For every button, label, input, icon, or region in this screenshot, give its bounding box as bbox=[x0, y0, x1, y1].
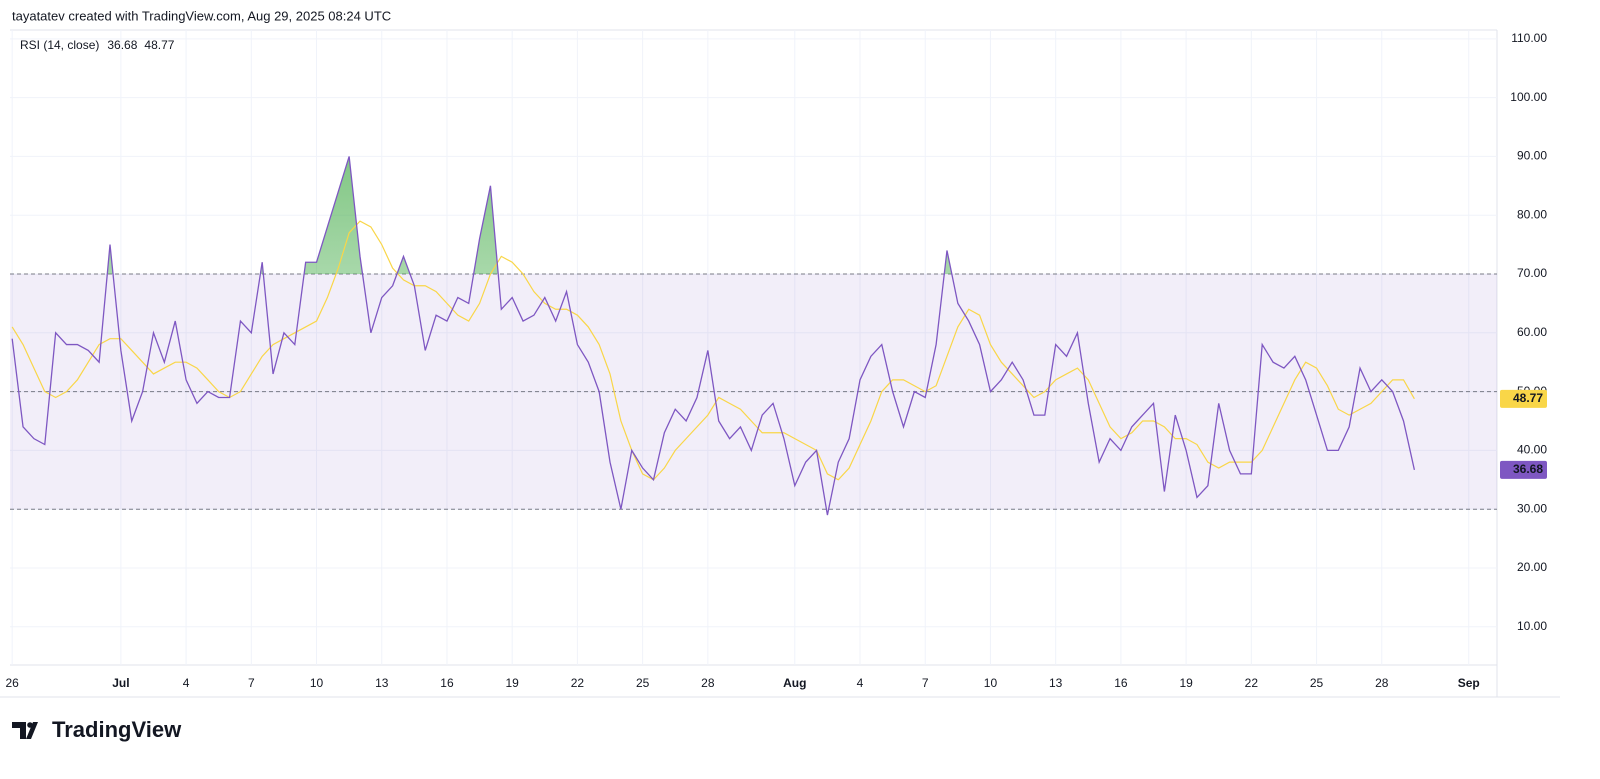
legend-ma-value: 48.77 bbox=[144, 38, 174, 52]
logo: TradingView bbox=[12, 717, 182, 742]
y-tick-label: 30.00 bbox=[1517, 501, 1547, 515]
ma-line bbox=[11, 220, 1415, 481]
last-value-box bbox=[1500, 460, 1547, 479]
legend: RSI (14, close) 36.68 48.77 bbox=[20, 38, 175, 52]
x-tick-label: 13 bbox=[1049, 676, 1063, 690]
y-tick-label: 100.00 bbox=[1510, 90, 1547, 104]
logo-dot bbox=[27, 722, 33, 728]
plot: 10.0020.0030.0040.0050.0060.0070.0080.00… bbox=[5, 30, 1547, 690]
y-tick-label: 60.00 bbox=[1517, 325, 1547, 339]
legend-rsi-value: 36.68 bbox=[107, 38, 137, 52]
x-tick-label: 13 bbox=[375, 676, 389, 690]
y-tick-label: 90.00 bbox=[1517, 149, 1547, 163]
x-tick-label: 4 bbox=[183, 676, 190, 690]
x-tick-label: 22 bbox=[571, 676, 585, 690]
x-tick-label: 16 bbox=[1114, 676, 1128, 690]
x-tick-label: 10 bbox=[984, 676, 998, 690]
x-tick-label: 25 bbox=[1310, 676, 1324, 690]
last-value-label: 48.77 bbox=[1513, 391, 1543, 405]
x-tick-label: 22 bbox=[1245, 676, 1259, 690]
y-tick-label: 70.00 bbox=[1517, 266, 1547, 280]
legend-title: RSI (14, close) bbox=[20, 38, 99, 52]
x-tick-label: 7 bbox=[248, 676, 255, 690]
credit: tayatatev created with TradingView.com, … bbox=[12, 8, 391, 23]
x-tick-label: 19 bbox=[1179, 676, 1193, 690]
last-value-label: 36.68 bbox=[1513, 462, 1543, 476]
last-value-box bbox=[1500, 389, 1547, 408]
x-tick-label: 19 bbox=[506, 676, 520, 690]
y-tick-label: 20.00 bbox=[1517, 560, 1547, 574]
x-tick-label: 28 bbox=[701, 676, 715, 690]
x-tick-label: 7 bbox=[922, 676, 929, 690]
y-tick-label: 110.00 bbox=[1511, 31, 1547, 45]
rsi-line bbox=[11, 156, 1416, 516]
x-tick-label: 25 bbox=[636, 676, 650, 690]
x-tick-label: Aug bbox=[783, 676, 806, 690]
y-tick-label: 80.00 bbox=[1517, 207, 1547, 221]
x-tick-label: 4 bbox=[857, 676, 864, 690]
x-tick-label: 26 bbox=[5, 676, 19, 690]
logo-text: TradingView bbox=[52, 717, 182, 742]
x-tick-label: 10 bbox=[310, 676, 324, 690]
x-tick-label: 16 bbox=[440, 676, 454, 690]
y-tick-label: 10.00 bbox=[1517, 619, 1547, 633]
x-tick-label: 28 bbox=[1375, 676, 1389, 690]
x-tick-label: Jul bbox=[112, 676, 129, 690]
y-tick-label: 40.00 bbox=[1517, 443, 1547, 457]
x-tick-label: Sep bbox=[1458, 676, 1480, 690]
